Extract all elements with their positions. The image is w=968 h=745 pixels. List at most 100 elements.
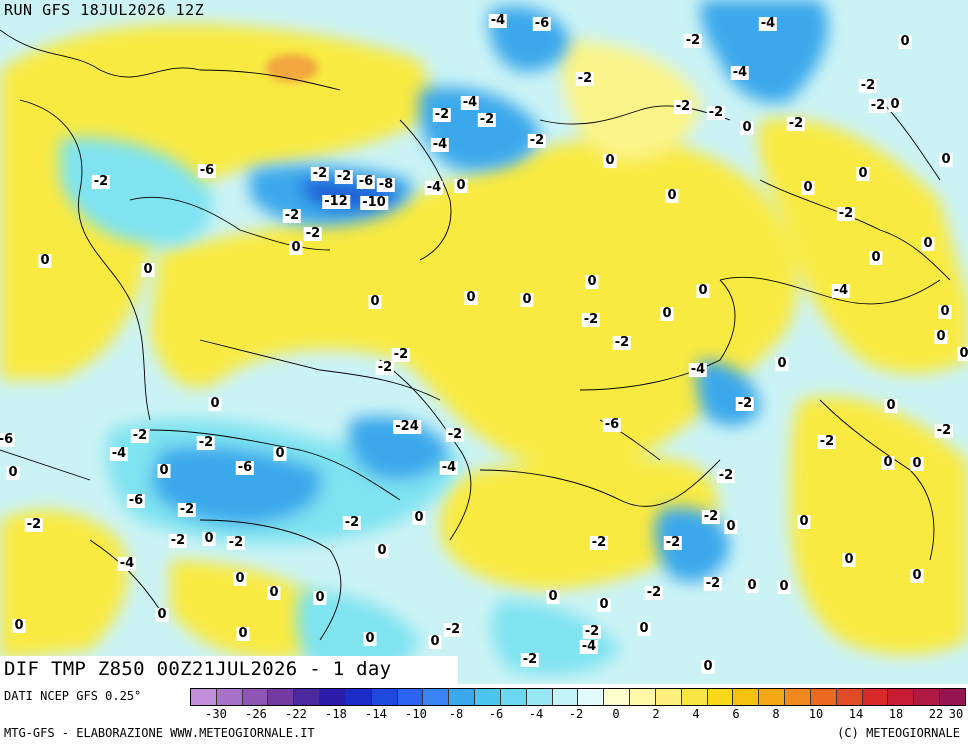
isotherm-label: 0 [842, 552, 856, 567]
scale-swatch [423, 689, 450, 705]
isotherm-label: 0 [313, 590, 327, 605]
isotherm-label: -4 [439, 460, 459, 475]
isotherm-label: 0 [38, 253, 52, 268]
scale-swatch [500, 689, 527, 705]
isotherm-label: -2 [177, 502, 197, 517]
scale-swatch [242, 689, 269, 705]
isotherm-label: 0 [464, 290, 478, 305]
isotherm-label: 0 [289, 240, 303, 255]
isotherm-label: -2 [582, 624, 602, 639]
hot-spot [266, 54, 318, 82]
isotherm-label: 0 [368, 294, 382, 309]
isotherm-label: -4 [430, 137, 450, 152]
data-source: DATI NCEP GFS 0.25° [4, 689, 142, 703]
isotherm-label: -2 [735, 396, 755, 411]
scale-swatch [216, 689, 243, 705]
isotherm-label: 0 [267, 585, 281, 600]
scale-swatch [397, 689, 424, 705]
isotherm-label: -6 [235, 460, 255, 475]
scale-swatch [578, 689, 605, 705]
scale-swatch [604, 689, 631, 705]
isotherm-label: -2 [196, 435, 216, 450]
isotherm-label: 0 [696, 283, 710, 298]
isotherm-label: -4 [831, 283, 851, 298]
isotherm-label: 0 [910, 568, 924, 583]
isotherm-label: -2 [716, 468, 736, 483]
isotherm-label: -4 [117, 556, 137, 571]
isotherm-label: -8 [376, 177, 396, 192]
scale-swatch [759, 689, 786, 705]
isotherm-label: -4 [109, 446, 129, 461]
isotherm-label: 0 [869, 250, 883, 265]
isotherm-label: -2 [817, 434, 837, 449]
isotherm-label: -2 [858, 78, 878, 93]
credit-left: MTG-GFS - ELABORAZIONE WWW.METEOGIORNALE… [4, 726, 315, 740]
scale-tick-label: 6 [732, 707, 740, 721]
isotherm-label: 0 [910, 456, 924, 471]
isotherm-label: 0 [881, 455, 895, 470]
isotherm-label: -4 [688, 362, 708, 377]
map-title: DIF TMP Z850 00Z21JUL2026 - 1 day [4, 658, 392, 680]
isotherm-label: 0 [597, 597, 611, 612]
isotherm-label: -6 [197, 163, 217, 178]
isotherm-label: -2 [663, 535, 683, 550]
isotherm-label: 0 [233, 571, 247, 586]
isotherm-label: 0 [202, 531, 216, 546]
isotherm-label: -2 [673, 99, 693, 114]
scale-swatch [655, 689, 682, 705]
scale-tick-label: -2 [568, 707, 584, 721]
isotherm-label: -2 [701, 509, 721, 524]
isotherm-label: -2 [310, 166, 330, 181]
isotherm-label: 0 [856, 166, 870, 181]
isotherm-label: 0 [740, 120, 754, 135]
scale-swatch [836, 689, 863, 705]
isotherm-label: -6 [356, 174, 376, 189]
isotherm-label: 0 [412, 510, 426, 525]
scale-swatch [914, 689, 941, 705]
isotherm-label: -2 [527, 133, 547, 148]
scale-swatch [371, 689, 398, 705]
isotherm-label: -2 [683, 33, 703, 48]
isotherm-label: -2 [868, 98, 888, 113]
isotherm-label: 0 [428, 634, 442, 649]
isotherm-label: -2 [91, 174, 111, 189]
scale-tick-label: 8 [772, 707, 780, 721]
isotherm-label: -6 [602, 417, 622, 432]
isotherm-label: 0 [6, 465, 20, 480]
scale-tick-label: 10 [808, 707, 824, 721]
isotherm-label: 0 [921, 236, 935, 251]
isotherm-label: 0 [520, 292, 534, 307]
isotherm-label: 0 [603, 153, 617, 168]
scale-swatch [810, 689, 837, 705]
scale-tick-label: 18 [888, 707, 904, 721]
isotherm-label: 0 [141, 262, 155, 277]
scale-tick-label: -30 [205, 707, 227, 721]
isotherm-label: 0 [898, 34, 912, 49]
scale-swatch [475, 689, 501, 705]
scale-tick-label: -18 [325, 707, 347, 721]
isotherm-label: -2 [445, 427, 465, 442]
isotherm-label: -12 [322, 194, 350, 209]
scale-swatch [526, 689, 553, 705]
isotherm-label: -6 [532, 16, 552, 31]
run-label: RUN GFS 18JUL2026 12Z [4, 1, 205, 19]
credit-right: (C) METEOGIORNALE [837, 726, 960, 740]
scale-swatch [449, 689, 476, 705]
isotherm-label: 0 [637, 621, 651, 636]
isotherm-label: -2 [644, 585, 664, 600]
isotherm-label: -2 [282, 208, 302, 223]
scale-swatch [888, 689, 915, 705]
isotherm-label: -2 [786, 116, 806, 131]
temperature-field [0, 0, 968, 684]
scale-swatch [345, 689, 372, 705]
scale-swatch [268, 689, 295, 705]
isotherm-label: -4 [730, 65, 750, 80]
isotherm-label: 0 [938, 304, 952, 319]
isotherm-label: -2 [130, 428, 150, 443]
isotherm-label: -4 [758, 16, 778, 31]
scale-swatch [552, 689, 579, 705]
isotherm-label: -2 [342, 515, 362, 530]
isotherm-label: 0 [724, 519, 738, 534]
isotherm-label: -2 [706, 105, 726, 120]
scale-tick-label: 2 [652, 707, 660, 721]
